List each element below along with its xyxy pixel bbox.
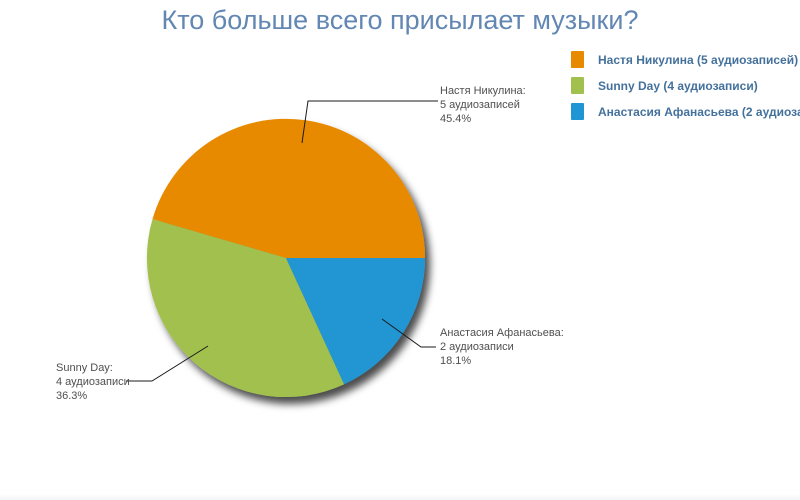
legend-item-anastasia: Анастасия Афанасьева (2 аудиозапис <box>571 103 800 120</box>
legend-item-sunny-day: Sunny Day (4 аудиозаписи) <box>571 77 800 94</box>
callout-count: 2 аудиозаписи <box>440 341 514 353</box>
legend-swatch-blue-icon <box>571 103 584 120</box>
legend-swatch-orange-icon <box>571 51 584 68</box>
legend-item-label: Sunny Day (4 аудиозаписи) <box>598 78 758 93</box>
pie-slice-0[interactable] <box>152 118 426 258</box>
callout-connector-lines <box>126 100 438 382</box>
callout-line-0 <box>301 100 438 144</box>
bottom-strip <box>0 494 800 500</box>
callout-name: Анастасия Афанасьева: <box>440 327 564 339</box>
callout-name: Sunny Day: <box>56 362 113 374</box>
chart-title: Кто больше всего присылает музыки? <box>161 5 639 35</box>
callout-count: 5 аудиозаписей <box>440 99 520 111</box>
callout-sunny-day: Sunny Day: 4 аудиозаписи 36.3% <box>56 361 130 403</box>
callout-line-2 <box>126 345 209 382</box>
callout-count: 4 аудиозаписи <box>56 376 130 388</box>
callout-percent: 36.3% <box>56 390 88 402</box>
legend-item-nastya: Настя Никулина (5 аудиозаписей) <box>571 51 800 68</box>
callout-line-1 <box>381 318 436 348</box>
callout-percent: 18.1% <box>440 355 472 367</box>
callout-name: Настя Никулина: <box>440 85 526 97</box>
pie-slices-group[interactable] <box>146 118 426 398</box>
callout-nastya: Настя Никулина: 5 аудиозаписей 45.4% <box>440 84 526 126</box>
legend-item-label: Настя Никулина (5 аудиозаписей) <box>598 52 799 67</box>
callout-percent: 45.4% <box>440 113 472 125</box>
legend-swatch-green-icon <box>571 77 584 94</box>
legend: Настя Никулина (5 аудиозаписей) Sunny Da… <box>571 51 800 129</box>
callout-anastasia: Анастасия Афанасьева: 2 аудиозаписи 18.1… <box>440 326 564 368</box>
pie-slice-2[interactable] <box>286 258 425 385</box>
pie-slice-1[interactable] <box>146 219 345 398</box>
legend-item-label: Анастасия Афанасьева (2 аудиозапис <box>598 104 800 119</box>
